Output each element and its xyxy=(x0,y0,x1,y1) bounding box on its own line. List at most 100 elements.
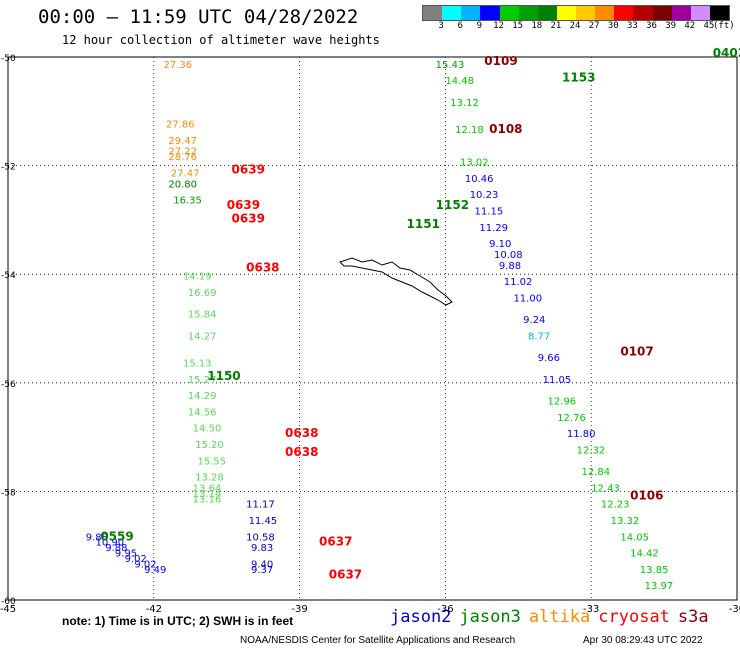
pass-time-label: 0638 xyxy=(246,260,279,274)
swh-value-label: 12.23 xyxy=(601,500,630,511)
swh-value-label: 27.47 xyxy=(171,168,200,179)
pass-time-label: 1153 xyxy=(562,70,595,84)
swh-value-label: 9.24 xyxy=(523,315,545,326)
swh-value-label: 12.76 xyxy=(557,413,586,424)
legend-tick-label: 45 xyxy=(703,21,715,31)
swh-value-label: 15.20 xyxy=(195,440,224,451)
legend-tick-label: 27 xyxy=(588,21,600,31)
swh-value-label: 11.17 xyxy=(246,500,275,511)
pass-time-label: 1150 xyxy=(207,369,240,383)
swh-value-label: 12.43 xyxy=(591,483,620,494)
color-scale-unit: (ft) xyxy=(713,21,735,31)
legend-swatch xyxy=(633,6,653,20)
swh-value-label: 13.32 xyxy=(611,516,640,527)
island-outline xyxy=(339,257,453,306)
swh-value-label: 10.58 xyxy=(246,532,275,543)
swh-value-label: 11.02 xyxy=(504,277,533,288)
page-subtitle: 12 hour collection of altimeter wave hei… xyxy=(62,33,380,47)
pass-time-label: 0402 xyxy=(713,46,740,60)
swh-value-label: 10.90 xyxy=(95,538,124,549)
y-tick-label: -50 xyxy=(1,54,16,64)
x-tick-label: -36 xyxy=(437,604,453,615)
pass-time-label: 0638 xyxy=(285,445,318,459)
swh-value-label: 14.29 xyxy=(188,391,217,402)
swh-value-label: 13.85 xyxy=(640,565,669,576)
legend-tick-label: 30 xyxy=(607,21,619,31)
pass-time-label: 0106 xyxy=(630,489,663,503)
x-tick-label: -39 xyxy=(291,604,307,615)
legend-tick-label: 36 xyxy=(646,21,657,31)
color-scale-legend xyxy=(422,5,730,21)
swh-value-label: 27.86 xyxy=(166,120,195,131)
pass-time-label: 0107 xyxy=(620,345,653,359)
swh-value-label: 14.05 xyxy=(620,532,649,543)
swh-value-label: 9.83 xyxy=(251,543,273,554)
x-tick-label: -42 xyxy=(146,604,162,615)
legend-swatch xyxy=(671,6,691,20)
pass-time-label: 0559 xyxy=(100,529,133,543)
swh-value-label: 9.37 xyxy=(251,565,273,576)
pass-time-label: 0638 xyxy=(285,426,318,440)
legend-tick-label: 6 xyxy=(457,21,463,31)
swh-value-label: 15.27 xyxy=(188,375,217,386)
swh-value-label: 11.80 xyxy=(567,429,596,440)
pass-time-label: 0639 xyxy=(227,198,260,212)
swh-value-label: 13.02 xyxy=(460,158,489,169)
pass-time-label: 1151 xyxy=(407,217,440,231)
legend-tick-label: 24 xyxy=(569,21,581,31)
footer-generated: Apr 30 08:29:43 UTC 2022 xyxy=(583,635,703,646)
legend-tick-label: 12 xyxy=(493,21,504,31)
legend-tick-label: 3 xyxy=(438,21,444,31)
pass-time-label: 1152 xyxy=(436,198,469,212)
swh-value-label: 15.84 xyxy=(188,310,217,321)
legend-swatch xyxy=(442,6,462,20)
satellite-jason3: jason3 xyxy=(459,607,521,627)
swh-value-label: 8.77 xyxy=(528,331,550,342)
swh-value-label: 9.49 xyxy=(144,565,166,576)
legend-tick-label: 33 xyxy=(626,21,638,31)
legend-swatch xyxy=(537,6,557,20)
legend-tick-label: 42 xyxy=(684,21,696,31)
swh-value-label: 9.88 xyxy=(499,261,521,272)
swh-value-label: 10.08 xyxy=(494,250,523,261)
swh-value-label: 13.12 xyxy=(450,98,479,109)
satellite-legend: jason2 jason3 altika cryosat s3a xyxy=(390,607,717,627)
swh-value-label: 14.42 xyxy=(630,549,659,560)
swh-value-label: 14.56 xyxy=(188,407,217,418)
pass-time-label: 0637 xyxy=(319,535,352,549)
legend-swatch xyxy=(499,6,519,20)
swh-value-label: 11.29 xyxy=(479,223,508,234)
legend-swatch xyxy=(518,6,538,20)
color-scale-ticks: 3 6 9 12 15 18 21 24 27 30 33 36 39 42 45 xyxy=(422,21,728,33)
legend-swatch xyxy=(709,6,729,20)
swh-value-label: 9.88 xyxy=(105,543,127,554)
swh-value-label: 9.66 xyxy=(538,353,560,364)
x-tick-label: -33 xyxy=(583,604,599,615)
swh-value-label: 10.46 xyxy=(465,174,494,185)
swh-value-label: 12.18 xyxy=(455,125,484,136)
swh-value-label: 27.36 xyxy=(164,60,193,71)
y-tick-label: -52 xyxy=(1,163,16,173)
legend-tick-label: 18 xyxy=(531,21,543,31)
satellite-altika: altika xyxy=(528,607,591,627)
swh-value-label: 9.40 xyxy=(251,559,273,570)
y-tick-label: -54 xyxy=(1,271,16,281)
legend-swatch xyxy=(614,6,634,20)
swh-value-label: 11.15 xyxy=(475,206,504,217)
pass-time-label: 0109 xyxy=(484,54,517,68)
legend-swatch xyxy=(652,6,672,20)
pass-time-label: 0639 xyxy=(232,212,265,226)
pass-time-label: 0639 xyxy=(232,163,265,177)
page-title: 00:00 – 11:59 UTC 04/28/2022 xyxy=(38,6,359,28)
swh-value-label: 13.16 xyxy=(193,494,222,505)
legend-swatch xyxy=(461,6,481,20)
swh-value-label: 16.35 xyxy=(173,196,202,207)
footer-credit: NOAA/NESDIS Center for Satellite Applica… xyxy=(240,635,516,646)
swh-value-label: 13.28 xyxy=(195,473,224,484)
x-tick-label: -45 xyxy=(0,604,16,615)
swh-value-label: 12.32 xyxy=(577,445,606,456)
swh-value-label: 13.64 xyxy=(193,483,222,494)
plot-frame xyxy=(7,56,738,601)
